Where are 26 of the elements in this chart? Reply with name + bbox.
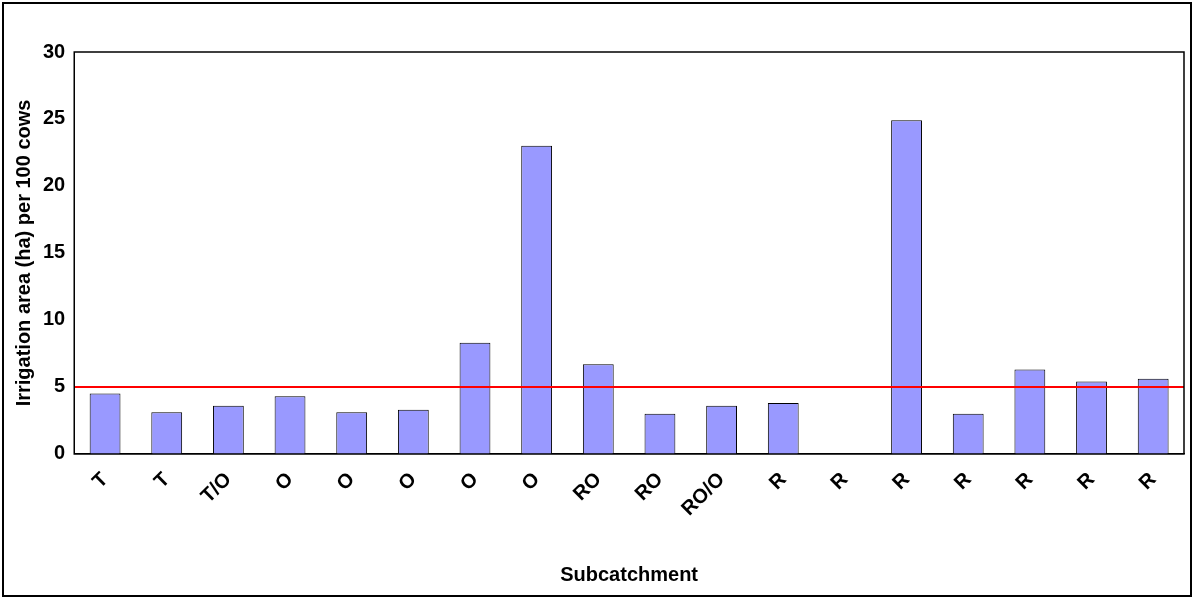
y-tick-label: 20 — [43, 173, 66, 196]
x-tick-label: R — [887, 467, 914, 494]
x-tick-label: T — [87, 467, 112, 492]
x-tick-label: RO — [568, 467, 606, 505]
x-tick-label: R — [764, 467, 791, 494]
y-tick-label: 5 — [54, 374, 66, 397]
y-axis-title: Irrigation area (ha) per 100 cows — [11, 99, 34, 407]
y-tick-label: 15 — [43, 240, 66, 263]
x-tick-label: R — [1010, 467, 1037, 494]
x-axis-title: Subcatchment — [560, 562, 699, 585]
x-tick-label: T — [149, 467, 174, 492]
x-tick-label: O — [331, 467, 359, 495]
y-tick-label: 30 — [43, 39, 66, 62]
x-tick-label: R — [1072, 467, 1099, 494]
x-tick-label: O — [455, 467, 482, 495]
x-tick-label: R — [949, 467, 976, 494]
x-tick-label: O — [270, 467, 297, 495]
x-tick-label: O — [393, 467, 421, 495]
x-tick-label: R — [825, 467, 853, 494]
y-tick-label: 10 — [43, 307, 66, 330]
x-tick-label: O — [516, 467, 544, 495]
x-tick-label: RO — [629, 467, 667, 505]
x-tick-label: R — [1134, 467, 1161, 494]
y-tick-label: 25 — [43, 106, 66, 129]
y-tick-label: 0 — [54, 441, 66, 464]
x-tick-label: T/O — [195, 467, 236, 507]
